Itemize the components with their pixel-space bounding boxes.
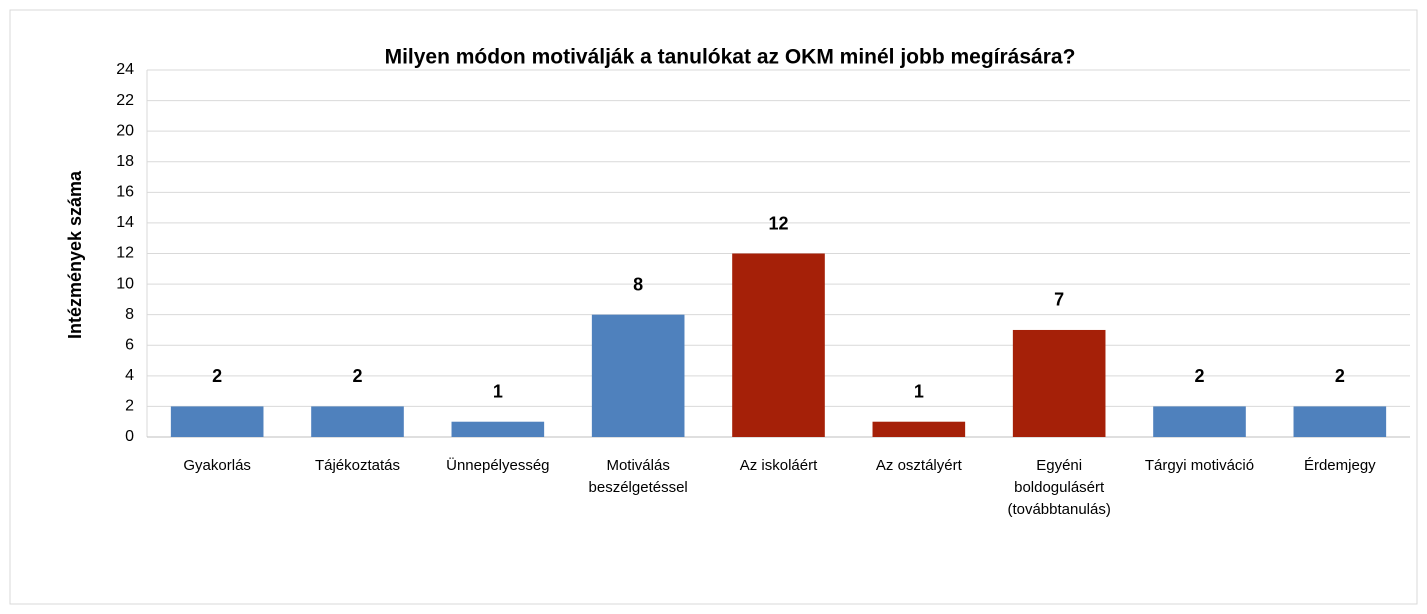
bar xyxy=(872,421,966,437)
x-tick-label: Egyéni boldogulásért (továbbtanulás) xyxy=(1007,457,1111,518)
data-label: 2 xyxy=(1194,366,1204,386)
y-tick-label: 22 xyxy=(116,92,134,109)
x-tick-label: Érdemjegy xyxy=(1303,457,1376,474)
data-label: 2 xyxy=(1335,366,1345,386)
x-tick-label: Az iskoláért xyxy=(739,457,818,474)
bar xyxy=(591,314,685,437)
y-tick-label: 14 xyxy=(116,214,134,231)
x-tick-label: Az osztályért xyxy=(875,457,962,474)
chart-title: Milyen módon motiválják a tanulókat az O… xyxy=(385,46,1076,69)
x-tick-label: Gyakorlás xyxy=(183,457,251,474)
y-tick-label: 18 xyxy=(116,153,134,170)
x-tick-label: Motiválás beszélgetéssel xyxy=(588,457,688,496)
bar xyxy=(732,253,825,437)
bar xyxy=(1153,406,1246,437)
data-label: 8 xyxy=(633,274,643,294)
data-label: 7 xyxy=(1054,290,1064,310)
bar xyxy=(311,406,404,437)
y-tick-label: 20 xyxy=(116,122,134,139)
bar xyxy=(1293,406,1387,437)
y-tick-label: 12 xyxy=(116,245,134,262)
y-tick-label: 8 xyxy=(125,306,134,323)
data-label: 1 xyxy=(493,381,503,401)
y-tick-label: 4 xyxy=(125,367,134,384)
y-axis-label: Intézmények száma xyxy=(65,170,85,339)
data-label: 2 xyxy=(212,366,222,386)
data-label: 1 xyxy=(914,381,924,401)
x-tick-label: Ünnepélyesség xyxy=(446,457,550,474)
y-tick-label: 0 xyxy=(125,428,134,445)
bar xyxy=(1012,329,1106,437)
bar xyxy=(170,406,264,437)
bar xyxy=(451,421,545,437)
data-label: 12 xyxy=(768,213,788,233)
x-tick-label: Tárgyi motiváció xyxy=(1144,457,1255,474)
y-tick-label: 10 xyxy=(116,275,134,292)
y-tick-label: 16 xyxy=(116,184,134,201)
x-tick-label: Tájékoztatás xyxy=(314,457,401,474)
data-label: 2 xyxy=(352,366,362,386)
y-tick-label: 2 xyxy=(125,398,134,415)
y-tick-label: 24 xyxy=(116,61,134,78)
chart-border xyxy=(9,9,1418,605)
y-tick-label: 6 xyxy=(125,336,134,353)
